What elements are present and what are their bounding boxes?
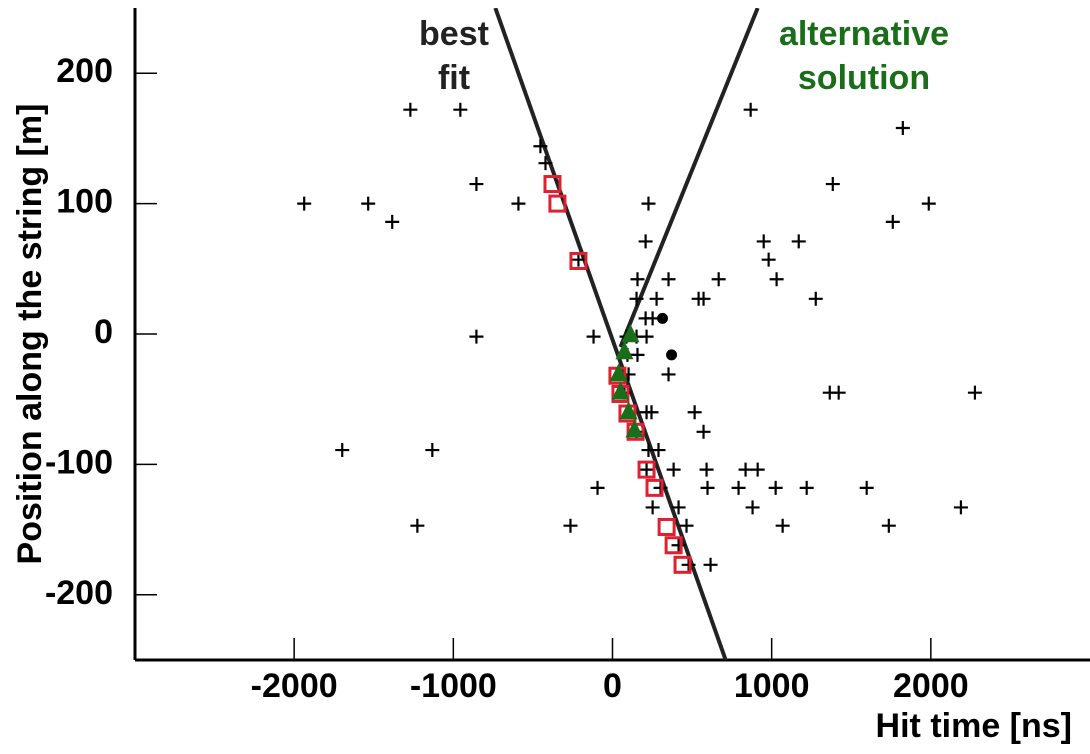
alternative-hit [619, 401, 638, 420]
hit-cross [425, 443, 440, 458]
hit-cross [511, 196, 526, 211]
y-tick-label: 0 [94, 313, 113, 351]
hit-dot [656, 312, 668, 324]
hit-cross [629, 291, 644, 306]
hit-cross [297, 196, 312, 211]
y-tick-label: 200 [56, 52, 113, 90]
hit-cross [743, 102, 758, 117]
hit-cross [590, 480, 605, 495]
hit-cross [666, 462, 681, 477]
hit-cross [738, 462, 753, 477]
hit-cross [661, 272, 676, 287]
best-fit-hit [657, 517, 676, 536]
hit-cross [453, 102, 468, 117]
y-axis-label: Position along the string [m] [11, 104, 49, 565]
hit-cross [586, 329, 601, 344]
hit-cross [885, 214, 900, 229]
hit-cross [644, 405, 659, 420]
hit-cross [641, 196, 656, 211]
hit-cross [967, 385, 982, 400]
hit-cross [538, 156, 553, 171]
x-tick-label: -1000 [410, 667, 497, 705]
best-fit-hit [664, 536, 683, 555]
hit-cross [799, 480, 814, 495]
annotation: alternative [779, 15, 949, 53]
hit-cross [403, 102, 418, 117]
best-fit-hit [673, 555, 692, 574]
hit-cross [921, 196, 936, 211]
hit-cross [745, 500, 760, 515]
annotation: best [419, 15, 489, 53]
hit-cross [750, 462, 765, 477]
alternative-hit [611, 381, 630, 400]
hit-cross [768, 480, 783, 495]
best-fit-hit [637, 460, 656, 479]
hit-cross [671, 500, 686, 515]
y-tick-label: -200 [45, 574, 113, 612]
annotation: fit [438, 59, 470, 97]
hit-cross [756, 234, 771, 249]
hit-cross [687, 405, 702, 420]
hit-cross [881, 518, 896, 533]
hit-cross [700, 480, 715, 495]
hit-cross [895, 120, 910, 135]
hit-cross [859, 480, 874, 495]
hit-cross [825, 177, 840, 192]
hit-cross [731, 480, 746, 495]
x-tick-label: 2000 [893, 667, 969, 705]
plot-area [297, 8, 982, 660]
best-fit-hit [543, 175, 562, 194]
best-fit-hit [548, 194, 567, 213]
hit-cross [639, 462, 654, 477]
x-tick-label: 0 [603, 667, 622, 705]
hit-cross [679, 518, 694, 533]
hit-dot [666, 349, 678, 361]
hit-cross [711, 272, 726, 287]
fit-line [493, 8, 728, 660]
hit-cross [335, 443, 350, 458]
y-tick-label: 100 [56, 183, 113, 221]
hit-cross [410, 518, 425, 533]
hit-cross [638, 234, 653, 249]
hit-cross [703, 557, 718, 572]
hit-cross [769, 272, 784, 287]
annotation: solution [798, 59, 930, 97]
y-tick-label: -100 [45, 443, 113, 481]
hit-cross [808, 291, 823, 306]
hit-cross [696, 291, 711, 306]
alternative-hit [615, 341, 634, 360]
hit-cross [361, 196, 376, 211]
hit-cross [651, 443, 666, 458]
x-tick-label: 1000 [734, 667, 810, 705]
hit-cross [649, 291, 664, 306]
hit-cross [775, 518, 790, 533]
hit-cross [571, 252, 586, 267]
alternative-hit [625, 419, 644, 438]
hit-cross [533, 139, 548, 154]
hit-cross [639, 329, 654, 344]
hit-cross [699, 462, 714, 477]
alternative-hit [609, 363, 628, 382]
best-fit-hit [645, 478, 664, 497]
hit-cross [645, 500, 660, 515]
best-fit-hit [569, 251, 588, 270]
x-axis-label: Hit time [ns] [876, 707, 1072, 745]
hit-cross [831, 385, 846, 400]
hit-cross [661, 367, 676, 382]
hit-cross [469, 329, 484, 344]
hit-cross [385, 214, 400, 229]
hit-cross [953, 500, 968, 515]
fit-line [618, 8, 760, 348]
hit-cross [696, 424, 711, 439]
hit-cross [469, 177, 484, 192]
alternative-hit [621, 324, 640, 343]
hit-cross [671, 538, 686, 553]
hit-cross [791, 234, 806, 249]
hit-cross [630, 272, 645, 287]
hit-cross [563, 518, 578, 533]
x-tick-label: -2000 [251, 667, 338, 705]
hit-cross [761, 252, 776, 267]
